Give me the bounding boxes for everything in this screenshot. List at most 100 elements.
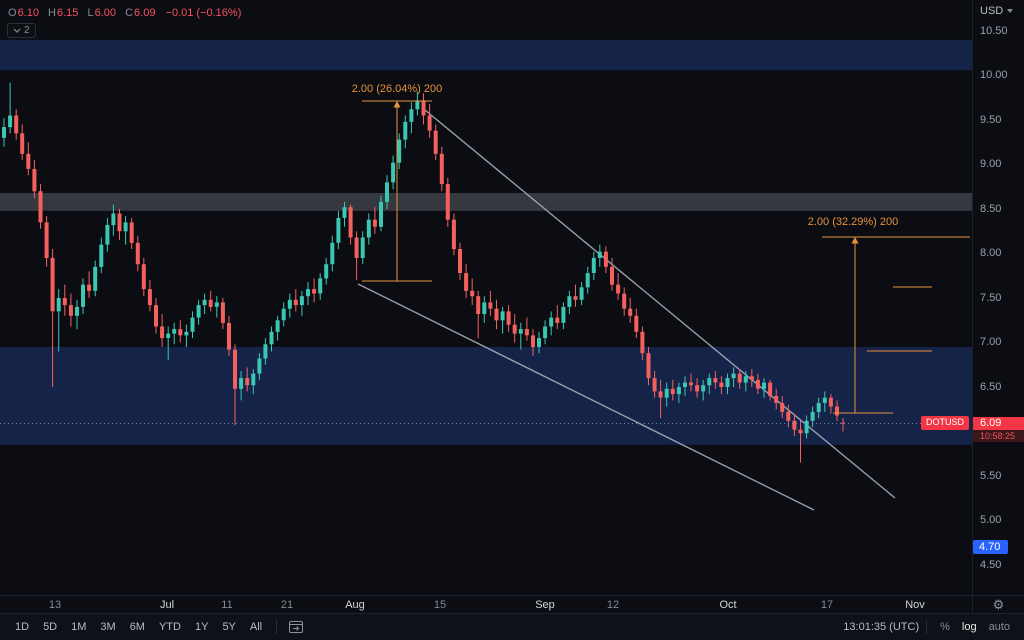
high-label: H <box>48 7 56 19</box>
price-tick: 9.00 <box>980 158 1002 170</box>
candle-wick <box>167 326 169 361</box>
candle-body <box>117 213 122 232</box>
candle-body <box>196 305 201 318</box>
range-button-all[interactable]: All <box>243 618 269 636</box>
range-button-5y[interactable]: 5Y <box>215 618 242 636</box>
candle-body <box>160 326 165 339</box>
candle-body <box>366 219 371 238</box>
clock[interactable]: 13:01:35 (UTC) <box>843 621 920 633</box>
candle-body <box>500 311 505 321</box>
candle-body <box>646 353 651 379</box>
candle-body <box>804 420 809 434</box>
candle-body <box>8 115 13 128</box>
range-button-3m[interactable]: 3M <box>93 618 122 636</box>
chart-pane[interactable]: 2.00 (26.04%) 200 2.00 (32.29%) 200 O6.10… <box>0 0 972 595</box>
log-scale-button[interactable]: log <box>956 618 983 636</box>
candle-body <box>81 284 85 307</box>
candle-wick <box>58 289 60 352</box>
candle-body <box>579 287 584 300</box>
axis-corner: ⚙ <box>972 595 1024 613</box>
gear-icon[interactable]: ⚙ <box>992 597 1005 612</box>
candle-body <box>32 169 37 192</box>
candle-body <box>172 329 177 334</box>
trendline[interactable] <box>424 109 896 499</box>
candle-body <box>318 278 323 294</box>
range-button-1d[interactable]: 1D <box>8 618 36 636</box>
candle-wick <box>52 249 54 387</box>
candle-body <box>245 378 250 386</box>
low-value: 6.00 <box>94 7 117 19</box>
candle-body <box>293 299 298 306</box>
change-value: −0.01 (−0.16%) <box>165 7 242 19</box>
hidden-items-count: 2 <box>24 25 30 36</box>
range-button-1y[interactable]: 1Y <box>188 618 215 636</box>
candlestick-chart[interactable]: 2.00 (26.04%) 200 2.00 (32.29%) 200 <box>0 0 972 595</box>
candle-body <box>324 264 329 279</box>
candle-body <box>701 385 706 392</box>
range-button-5d[interactable]: 5D <box>36 618 64 636</box>
resistance-zone-gray[interactable] <box>0 193 972 211</box>
measure-label: 2.00 (26.04%) 200 <box>352 83 443 95</box>
time-tick: 13 <box>48 599 62 611</box>
candle-body <box>269 331 274 345</box>
candle-body <box>336 217 341 243</box>
time-axis[interactable]: 13 Jul 11 21 Aug 15 Sep 12 Oct 17 Nov <box>0 595 972 613</box>
candle-body <box>476 296 481 314</box>
alert-price-label[interactable]: 4.70 <box>973 540 1008 555</box>
range-button-ytd[interactable]: YTD <box>152 618 188 636</box>
resistance-zone-upper[interactable] <box>0 39 972 71</box>
price-axis[interactable]: USD 10.50 10.00 9.50 9.00 8.50 8.00 7.50 7.00 6.… <box>972 0 1024 595</box>
time-tick: 17 <box>820 599 834 611</box>
candle-body <box>56 298 61 312</box>
candle-body <box>427 115 432 131</box>
candle-body <box>433 130 438 154</box>
trendline[interactable] <box>357 283 815 511</box>
candle-wick <box>477 290 479 339</box>
open-value: 6.10 <box>17 7 39 19</box>
time-tick: Sep <box>535 599 555 611</box>
price-tick: 10.00 <box>980 69 1008 81</box>
range-button-6m[interactable]: 6M <box>123 618 152 636</box>
candle-body <box>415 100 420 110</box>
candle-body <box>26 153 31 169</box>
candle-body <box>166 333 171 338</box>
candle-body <box>676 387 681 395</box>
legend-collapse-button[interactable]: 2 <box>7 23 36 38</box>
price-tick: 7.50 <box>980 291 1002 304</box>
price-tick: 6.50 <box>980 380 1002 393</box>
candle-body <box>731 373 736 379</box>
candle-body <box>822 397 827 403</box>
price-tick: 7.00 <box>980 336 1002 348</box>
candle-body <box>99 244 104 267</box>
candle-body <box>227 322 231 350</box>
candle-body <box>184 331 189 336</box>
candle-body <box>725 378 730 387</box>
candle-body <box>506 311 511 325</box>
candle-body <box>561 306 566 323</box>
low-label: L <box>87 7 94 19</box>
go-to-date-button[interactable] <box>284 617 308 637</box>
candle-body <box>762 382 766 389</box>
percent-scale-button[interactable]: % <box>934 618 956 636</box>
candle-body <box>445 184 450 220</box>
candle-body <box>299 296 304 306</box>
candle-wick <box>556 305 558 330</box>
candle-body <box>257 358 262 374</box>
candle-body <box>147 289 152 306</box>
currency-selector[interactable]: USD <box>980 5 1014 17</box>
candle-body <box>135 242 140 265</box>
range-button-1m[interactable]: 1M <box>64 618 93 636</box>
candle-body <box>75 306 79 316</box>
candle-body <box>14 115 19 134</box>
support-zone[interactable] <box>0 346 972 445</box>
candle-body <box>287 299 292 309</box>
candle-body <box>543 326 548 339</box>
candle-body <box>780 403 785 412</box>
candle-body <box>129 222 134 243</box>
candle-body <box>743 376 748 383</box>
candle-body <box>828 397 833 407</box>
candle-body <box>622 293 627 309</box>
candle-body <box>275 320 280 332</box>
candle-body <box>841 422 845 424</box>
auto-scale-button[interactable]: auto <box>983 618 1016 636</box>
